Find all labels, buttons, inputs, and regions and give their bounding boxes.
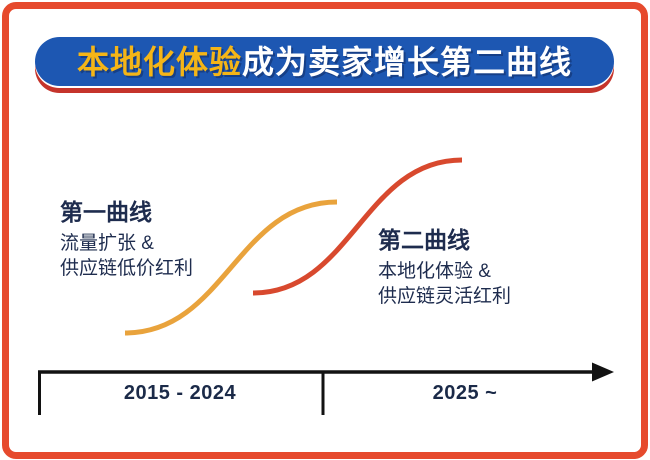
first-curve-label: 第一曲线 流量扩张 & 供应链低价红利 [60, 199, 193, 282]
first-curve-line2: 供应链低价红利 [60, 258, 194, 280]
first-curve-path [124, 199, 338, 336]
first-curve-title: 第一曲线 [60, 199, 152, 225]
header-banner: 本地化体验成为卖家增长第二曲线 [35, 37, 614, 86]
first-curve-line1: 流量扩张 & [60, 232, 154, 254]
second-curve-title: 第二曲线 [378, 227, 470, 253]
second-curve-path [252, 157, 463, 296]
second-curve-line2: 供应链灵活红利 [378, 286, 512, 308]
timeline-axis [38, 362, 614, 415]
period-label-2025: 2025 ~ [432, 382, 498, 404]
axis-arrow-icon [592, 362, 614, 382]
page-title: 本地化体验成为卖家增长第二曲线 [77, 46, 572, 78]
period-label-2015-2024: 2015 - 2024 [123, 382, 237, 404]
second-curve-label: 第二曲线 本地化体验 & 供应链灵活红利 [378, 227, 511, 310]
title-highlight-text: 本地化体验 [76, 43, 242, 80]
second-curve-line1: 本地化体验 & [378, 260, 491, 282]
title-rest-text: 成为卖家增长第二曲线 [242, 43, 573, 80]
